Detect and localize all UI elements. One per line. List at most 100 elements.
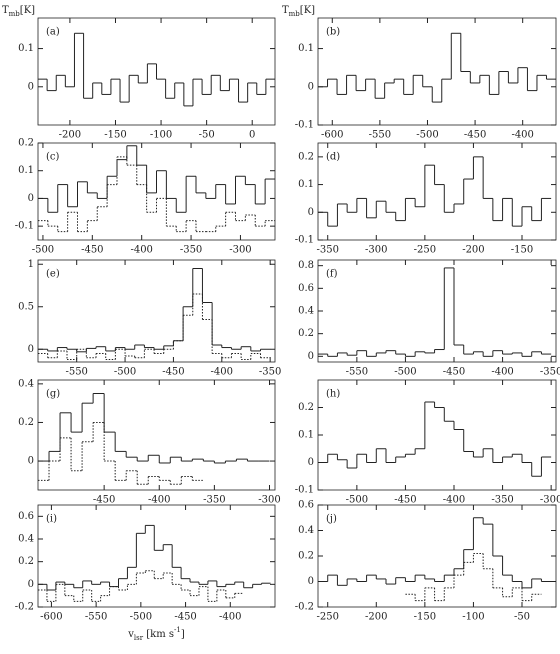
y-tick-label: -0.1: [295, 485, 314, 496]
y-tick-label: 0.2: [298, 402, 314, 413]
y-tick-label: 0.6: [298, 500, 314, 511]
panel: -550 -500 -450 -400 -350 0 0.2 0.4 0.6 0.8 (f): [298, 259, 560, 378]
panel-label: (b): [326, 27, 340, 38]
x-axis-label-part: lsr: [134, 634, 144, 642]
x-tick-label: -350: [180, 245, 202, 256]
x-axis-label: vlsr [km s-1]: [127, 626, 185, 642]
y-tick-label: 0.6: [18, 511, 34, 522]
x-tick-label: -350: [259, 367, 281, 378]
y-tick-label: 0.1: [298, 430, 314, 441]
x-tick-label: -500: [32, 245, 54, 256]
y-axis-label-part: T: [2, 5, 9, 16]
y-tick-label: 0.2: [298, 151, 314, 162]
plot-area: [38, 32, 275, 107]
x-tick-label: -450: [93, 495, 115, 506]
y-axis-label-part: T: [282, 5, 289, 16]
y-tick-label: 0.1: [298, 43, 314, 54]
panel: -250 -200 -150 -100 -50 -0.2 0 0.2 0.4 0.6 (j): [295, 500, 557, 623]
y-tick-label: 0: [28, 193, 34, 204]
y-tick-label: 0: [308, 576, 314, 587]
x-tick-label: -400: [511, 130, 533, 141]
x-tick-label: -500: [114, 367, 136, 378]
x-tick-label: 0: [249, 130, 255, 141]
axes-frame: [37, 259, 276, 363]
plot-area: [318, 401, 552, 477]
panel-label: (g): [46, 389, 60, 400]
y-axis-label: Tmb[K]: [2, 5, 35, 19]
x-tick-label: -450: [394, 495, 416, 506]
axes-frame: [37, 379, 276, 491]
y-tick-label: 0.1: [18, 165, 34, 176]
x-tick-label: -250: [414, 245, 436, 256]
x-tick-label: -550: [85, 612, 107, 623]
x-tick-label: -150: [104, 130, 126, 141]
x-tick-label: -450: [81, 245, 103, 256]
y-axis-label-part: mb: [289, 10, 301, 18]
x-tick-label: -400: [443, 495, 465, 506]
x-tick-label: -550: [346, 367, 368, 378]
y-tick-label: -0.1: [295, 235, 314, 246]
x-tick-label: -600: [321, 130, 343, 141]
panel: -500 -450 -400 -350 -300 -0.1 0 0.1 0.2 (c): [15, 138, 276, 256]
plot-area: [38, 524, 271, 602]
y-tick-label: 0: [308, 457, 314, 468]
x-tick-label: -50: [514, 612, 530, 623]
y-tick-label: 0: [28, 344, 34, 355]
y-axis-label-part: mb: [9, 10, 21, 18]
x-tick-label: -450: [443, 367, 465, 378]
panel-label: (a): [46, 27, 60, 38]
y-tick-label: 0.2: [298, 328, 314, 339]
y-axis-label-part: [K]: [300, 5, 315, 16]
panel: -350 -300 -250 -200 -150 -0.1 0 0.1 0.2 (d): [295, 142, 557, 256]
plot-area: [38, 145, 275, 233]
x-axis-label-part: ]: [181, 629, 185, 640]
x-tick-label: -400: [219, 612, 241, 623]
axes-frame: [317, 142, 557, 241]
plot-area: [318, 517, 552, 602]
x-tick-label: -100: [150, 130, 172, 141]
x-axis-label-part: -1: [174, 626, 181, 634]
x-tick-label: -350: [491, 495, 513, 506]
panel-label: (f): [326, 269, 338, 280]
y-tick-label: 1: [28, 259, 34, 270]
y-tick-label: 0.2: [18, 138, 34, 149]
y-tick-label: 0.1: [18, 43, 34, 54]
y-tick-label: 0: [308, 81, 314, 92]
x-tick-label: -250: [316, 612, 338, 623]
panel: -200 -150 -100 -50 0 0 0.1 (a) Tmb[K]: [2, 5, 276, 141]
y-tick-label: 0.5: [18, 301, 34, 312]
y-tick-label: 0: [28, 456, 34, 467]
y-axis-label: Tmb[K]: [282, 5, 315, 19]
plot-area: [38, 393, 270, 485]
x-tick-label: -100: [462, 612, 484, 623]
x-tick-label: -450: [162, 367, 184, 378]
x-tick-label: -200: [365, 612, 387, 623]
axes-frame: [37, 17, 276, 126]
y-axis-label-part: [K]: [20, 5, 35, 16]
x-tick-label: -500: [416, 130, 438, 141]
plot-area: [38, 268, 271, 360]
x-tick-label: -450: [174, 612, 196, 623]
x-tick-label: -150: [414, 612, 436, 623]
x-tick-label: -350: [203, 495, 225, 506]
x-tick-label: -50: [199, 130, 215, 141]
x-tick-label: -400: [211, 367, 233, 378]
panel: -600 -550 -500 -450 -400 -0.1 0 0.1 (b) Tmb[K]: [282, 5, 557, 141]
panel: -450 -400 -350 -300 0 0.2 0.4 (g): [18, 378, 281, 505]
axes-frame: [317, 504, 557, 608]
y-tick-label: -0.2: [15, 602, 34, 613]
y-tick-label: 0.4: [298, 525, 314, 536]
x-tick-label: -350: [316, 245, 338, 256]
panel: -600 -550 -500 -450 -400 -0.2 0 0.2 0.4 0.6 (i) vls…: [15, 504, 276, 642]
x-tick-label: -350: [540, 367, 560, 378]
y-tick-label: 0.2: [18, 556, 34, 567]
y-tick-label: 0: [308, 207, 314, 218]
panel-label: (e): [46, 269, 60, 280]
y-tick-label: -0.1: [295, 120, 314, 131]
y-tick-label: -0.1: [15, 221, 34, 232]
panel-label: (i): [46, 514, 57, 525]
x-tick-label: -600: [40, 612, 62, 623]
panel-label: (d): [326, 152, 340, 163]
axes-frame: [317, 17, 557, 126]
